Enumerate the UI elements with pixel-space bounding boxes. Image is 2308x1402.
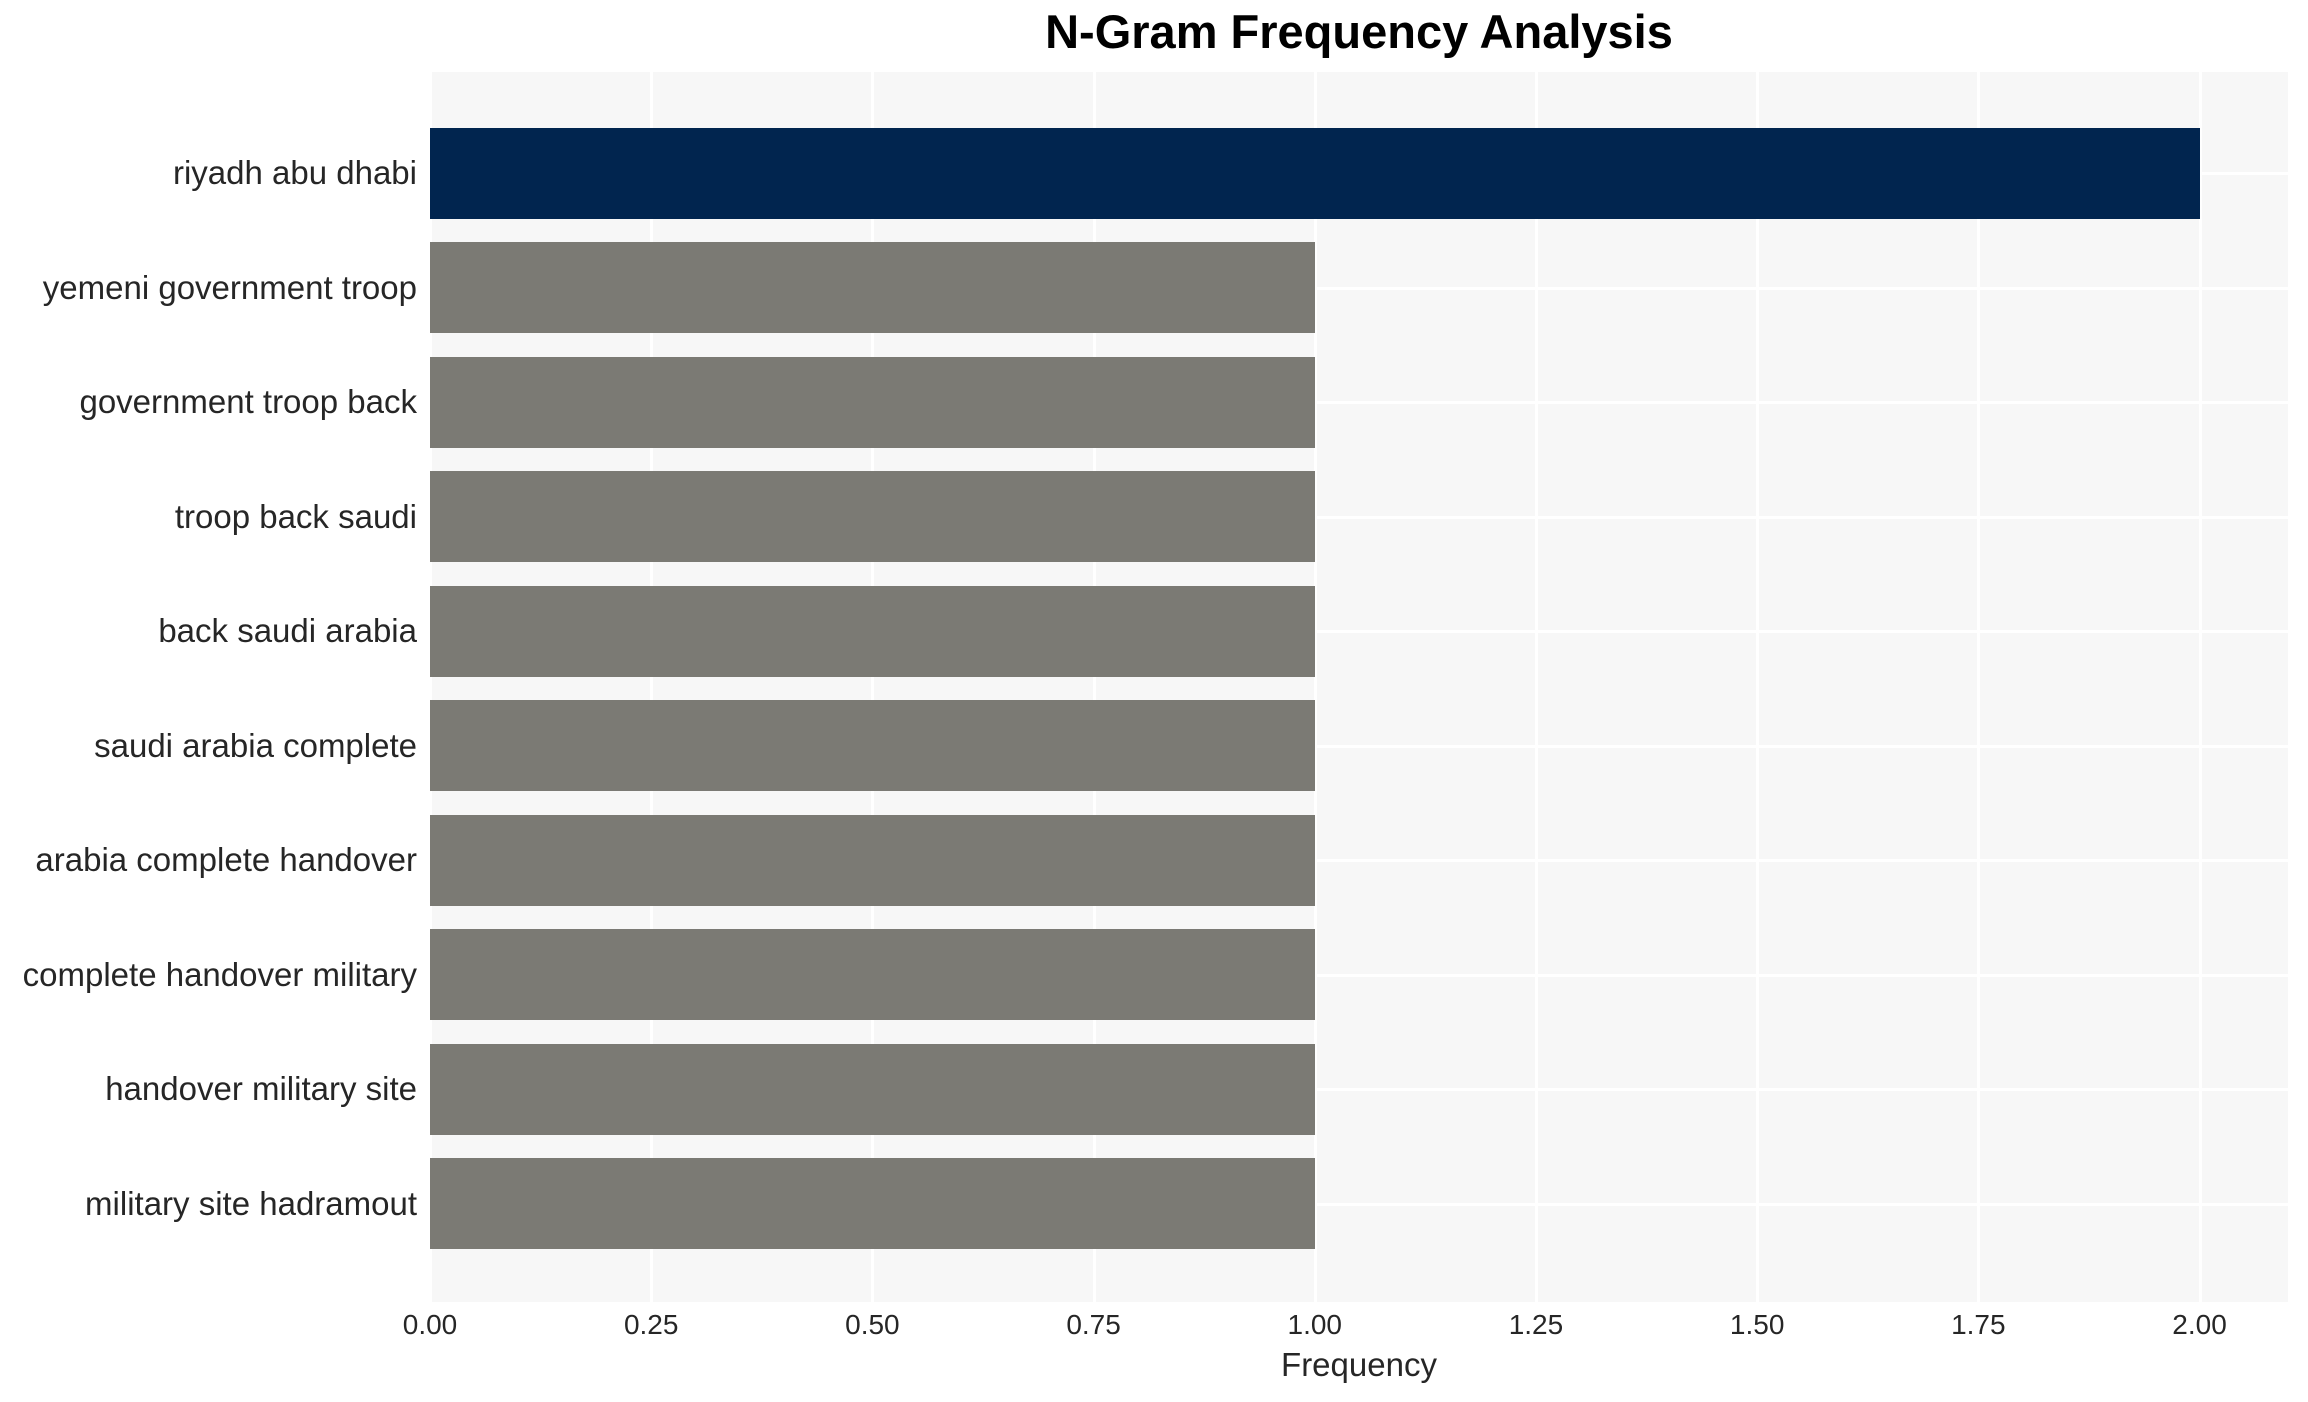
bar-back-saudi-arabia bbox=[430, 585, 1315, 677]
bar-troop-back-saudi bbox=[430, 471, 1315, 562]
y-tick-label: yemeni government troop bbox=[42, 268, 417, 306]
x-tick-label: 1.25 bbox=[1508, 1309, 1564, 1340]
y-tick-label: complete handover military bbox=[22, 955, 417, 993]
horizontal-gridline bbox=[430, 973, 2288, 977]
horizontal-gridline bbox=[430, 744, 2288, 748]
x-tick-label: 0.50 bbox=[845, 1309, 900, 1340]
vertical-gridline bbox=[1092, 72, 1096, 1302]
horizontal-gridline bbox=[430, 1088, 2288, 1091]
bar-complete-handover-military bbox=[430, 929, 1315, 1020]
x-tick-label: 1.00 bbox=[1287, 1309, 1343, 1340]
plot-area bbox=[430, 72, 2288, 1302]
y-tick-label: riyadh abu dhabi bbox=[172, 154, 417, 191]
y-tick-label: saudi arabia complete bbox=[94, 726, 417, 764]
x-tick-label: 0.00 bbox=[402, 1309, 458, 1340]
horizontal-gridline bbox=[430, 401, 2288, 404]
bar-saudi-arabia-complete bbox=[430, 700, 1315, 791]
x-tick-label: 0.75 bbox=[1066, 1309, 1121, 1340]
horizontal-gridline bbox=[430, 515, 2288, 519]
y-tick-label: troop back saudi bbox=[174, 497, 417, 535]
y-tick-label: back saudi arabia bbox=[158, 612, 417, 649]
bar-arabia-complete-handover bbox=[430, 814, 1315, 906]
horizontal-gridline bbox=[430, 859, 2288, 862]
y-tick-label: government troop back bbox=[79, 383, 417, 420]
bar-government-troop-back bbox=[430, 356, 1315, 448]
y-tick-label: handover military site bbox=[105, 1070, 417, 1107]
bar-yemeni-government-troop bbox=[430, 242, 1315, 333]
vertical-gridline bbox=[1756, 72, 1760, 1302]
x-tick-label: 1.50 bbox=[1729, 1309, 1785, 1340]
vertical-gridline bbox=[1977, 72, 1981, 1302]
bar-handover-military-site bbox=[430, 1043, 1315, 1135]
y-tick-label: military site hadramout bbox=[85, 1184, 417, 1222]
vertical-gridline bbox=[871, 72, 875, 1302]
x-tick-label: 1.75 bbox=[1951, 1309, 2006, 1340]
x-axis-title: Frequency bbox=[1281, 1346, 1437, 1383]
bar-riyadh-abu-dhabi bbox=[430, 127, 2200, 219]
x-tick-label: 0.25 bbox=[623, 1309, 679, 1340]
horizontal-gridline bbox=[430, 286, 2288, 290]
horizontal-gridline bbox=[430, 630, 2288, 633]
bar-military-site-hadramout bbox=[430, 1158, 1315, 1249]
vertical-gridline bbox=[430, 72, 432, 1302]
vertical-gridline bbox=[1534, 72, 1538, 1302]
vertical-gridline bbox=[1313, 72, 1317, 1302]
horizontal-gridline bbox=[430, 1202, 2288, 1206]
x-tick-label: 2.00 bbox=[2172, 1309, 2227, 1340]
vertical-gridline bbox=[2198, 72, 2202, 1302]
y-tick-label: arabia complete handover bbox=[35, 841, 417, 878]
chart-title: N-Gram Frequency Analysis bbox=[1045, 5, 1673, 58]
vertical-gridline bbox=[650, 72, 654, 1302]
